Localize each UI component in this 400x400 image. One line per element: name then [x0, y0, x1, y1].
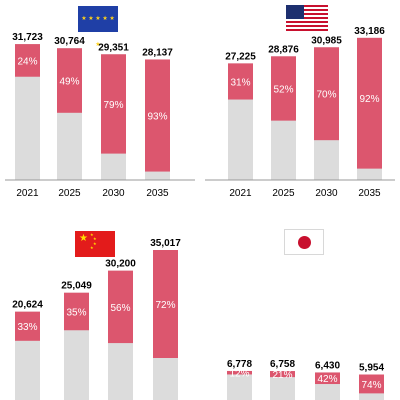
bar-share [357, 37, 382, 169]
share-label: 92% [359, 94, 379, 105]
share-label: 70% [316, 90, 336, 101]
total-value-label: 5,954 [359, 362, 384, 373]
total-value-label: 28,137 [142, 47, 173, 58]
category-tick-label: 2030 [102, 188, 125, 199]
share-label: 12% [229, 369, 249, 380]
bar-share [101, 54, 126, 154]
bar-total [227, 370, 252, 400]
us-chart-panel: 31% 27,225 2021 52% 28,876 2025 70% 30,985 2030 9… [200, 0, 400, 200]
category-tick-label: 2025 [272, 188, 295, 199]
share-label: 72% [155, 300, 175, 311]
japan-bar-chart: 12%6,778 21%6,758 42% 6,430 74% 5,954 [227, 359, 384, 400]
share-label: 42% [317, 374, 337, 385]
bar-share [315, 372, 340, 385]
eu-chart-panel: ★ ★ ★ ★ ★ ★ 24% 31,723 2021 49% 30,764 2025 79… [0, 0, 200, 200]
share-label: 79% [103, 100, 123, 111]
share-label: 31% [230, 77, 250, 88]
bar-share [15, 311, 40, 341]
china-flag-icon: ★ ★ ★ ★ ★ [75, 231, 115, 257]
bar-share [359, 374, 384, 394]
total-value-label: 33,186 [354, 26, 385, 37]
bar-share [15, 44, 40, 77]
us-bar-chart: 31% 27,225 2021 52% 28,876 2025 70% 30,985 2030 9… [205, 26, 395, 199]
japan-flag-icon [284, 229, 324, 255]
bar-share [314, 47, 339, 141]
total-value-label: 30,200 [105, 259, 136, 270]
eu-bar-chart: 24% 31,723 2021 49% 30,764 2025 79% 29,351 2030 9… [5, 32, 195, 199]
total-value-label: 27,225 [225, 51, 256, 62]
bar-share [271, 56, 296, 121]
eu-flag-icon: ★ ★ ★ ★ ★ ★ [78, 6, 118, 48]
category-tick-label: 2035 [358, 188, 381, 199]
china-chart-panel: ★ ★ ★ ★ ★ 33% 20,624 35% 25,049 56% 30,200 72%… [0, 200, 200, 400]
bar-share [108, 270, 133, 344]
japan-chart-panel: 12% 6,778 21% 6,758 42% 6,430 74% 5,954 [200, 200, 400, 400]
total-value-label: 35,017 [150, 238, 181, 249]
total-value-label: 30,764 [54, 36, 85, 47]
china-bar-chart: 33% 20,624 35% 25,049 56% 30,200 72% 35,017 [12, 238, 181, 400]
bar-share [145, 59, 170, 172]
bar-share [57, 48, 82, 113]
share-label: 21% [272, 370, 292, 381]
bar-share [270, 371, 295, 378]
category-tick-label: 2021 [16, 188, 39, 199]
category-tick-label: 2025 [58, 188, 81, 199]
share-label: 56% [110, 303, 130, 314]
share-label: 52% [273, 84, 293, 95]
total-value-label: 6,778 [227, 359, 252, 370]
share-label: 93% [147, 112, 167, 123]
total-value-label: 31,723 [12, 32, 43, 43]
category-tick-label: 2035 [146, 188, 169, 199]
category-tick-label: 2030 [315, 188, 338, 199]
share-label: 33% [17, 322, 37, 333]
share-label: 49% [59, 77, 79, 88]
total-value-label: 25,049 [61, 281, 92, 292]
total-value-label: 20,624 [12, 300, 43, 311]
bar-share [227, 370, 252, 375]
total-value-label: 29,351 [98, 42, 129, 53]
us-flag-icon [286, 5, 328, 31]
bar-share [64, 292, 89, 331]
category-tick-label: 2021 [229, 188, 252, 199]
total-value-label: 6,758 [270, 359, 295, 370]
bar-share [228, 63, 253, 100]
share-label: 24% [17, 56, 37, 67]
share-label: 74% [361, 380, 381, 391]
total-value-label: 28,876 [268, 44, 299, 55]
total-value-label: 30,985 [311, 35, 342, 46]
total-value-label: 6,430 [315, 360, 340, 371]
share-label: 35% [66, 307, 86, 318]
bar-share [153, 250, 178, 358]
